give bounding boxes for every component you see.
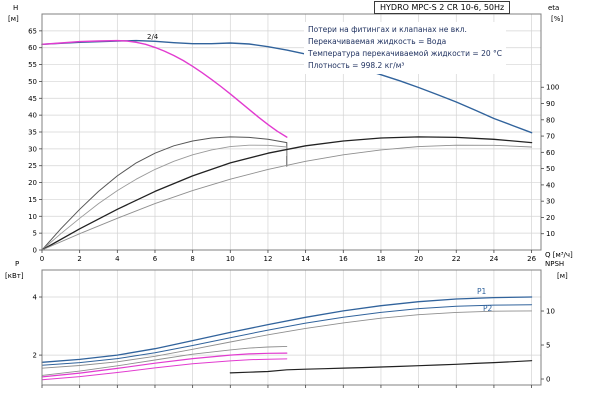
p1-curve-label: P1: [477, 287, 487, 296]
annotation-block: Потери на фитингах и клапанах не вкл. Пе…: [304, 22, 507, 74]
annotation-line: Плотность = 998.2 кг/м³: [308, 61, 405, 70]
y-tick-label-left: 10: [28, 213, 37, 221]
h-axis-label: H: [13, 4, 19, 12]
pump-mode-label: 2/4: [147, 33, 159, 41]
p-axis-unit: [кВт]: [5, 272, 24, 280]
y-tick-label-left: 60: [28, 44, 37, 52]
annotation-line: Температура перекачиваемой жидкости = 20…: [308, 49, 503, 58]
series-power-one-pump-gray: [41, 345, 288, 376]
y-tick-label-left: 2: [33, 352, 37, 360]
x-tick-label: 2: [77, 255, 81, 263]
x-tick-label: 4: [115, 255, 120, 263]
chart-panel-1: 2 4 0 5 10: [33, 269, 555, 388]
x-tick-label: 6: [153, 255, 158, 263]
y-tick-label-right: 30: [546, 198, 555, 206]
x-tick-label: 20: [414, 255, 423, 263]
y-tick-label-left: 15: [28, 196, 37, 204]
x-tick-label: 18: [376, 255, 385, 263]
x-tick-label: 16: [339, 255, 348, 263]
y-tick-label-left: 35: [28, 129, 37, 137]
y-tick-label-right: 10: [546, 230, 555, 238]
x-tick-label: 8: [190, 255, 194, 263]
y-tick-label-right: 80: [546, 116, 555, 124]
y-tick-label-right: 0: [546, 376, 550, 384]
h-axis-unit: [м]: [8, 15, 19, 23]
series-power-one-pump-magenta-a: [41, 352, 288, 378]
y-tick-label-left: 55: [28, 61, 37, 69]
series-power-p1: [41, 296, 533, 363]
q-axis-label: Q [м³/ч]: [545, 251, 573, 259]
annotation-line: Перекачиваемая жидкость = Вода: [308, 37, 447, 46]
annotation-line: Потери на фитингах и клапанах не вкл.: [308, 25, 467, 34]
x-tick-label: 10: [226, 255, 235, 263]
y-tick-label-right: 90: [546, 100, 555, 108]
series-power-two-pumps-gray: [41, 310, 533, 369]
plot-border: [41, 269, 542, 386]
y-tick-label-right: 70: [546, 133, 555, 141]
y-tick-label-left: 45: [28, 95, 37, 103]
y-tick-label-left: 20: [28, 179, 37, 187]
p-axis-label: P: [15, 260, 20, 268]
x-tick-label: 24: [489, 255, 498, 263]
y-tick-label-left: 65: [28, 27, 37, 35]
series-eta-one-pump-b: [41, 144, 288, 251]
series-power-p2: [41, 304, 533, 366]
series-head-one-pump: [41, 39, 288, 138]
y-tick-label-left: 25: [28, 162, 37, 170]
x-tick-label: 0: [40, 255, 44, 263]
y-tick-label-left: 4: [33, 294, 38, 302]
eta-axis-unit: [%]: [551, 15, 564, 23]
npsh-axis-label: NPSH: [545, 260, 565, 268]
x-tick-label: 14: [301, 255, 310, 263]
y-tick-label-right: 40: [546, 181, 555, 189]
x-tick-label: 26: [527, 255, 536, 263]
y-tick-label-right: 100: [546, 84, 559, 92]
y-tick-label-left: 5: [33, 230, 37, 238]
y-tick-label-left: 50: [28, 78, 37, 86]
y-tick-label-right: 5: [546, 342, 550, 350]
x-tick-label: 12: [264, 255, 273, 263]
series-power-one-pump-magenta-b: [41, 358, 288, 381]
y-tick-label-left: 0: [33, 247, 37, 255]
y-tick-label-right: 20: [546, 214, 555, 222]
series-eta-two-pumps-a: [41, 136, 533, 251]
series-eta-two-pumps-b: [41, 144, 533, 251]
chart-title: HYDRO MPC-S 2 CR 10-6, 50Hz: [374, 1, 511, 14]
y-tick-label-left: 30: [28, 145, 37, 153]
y-tick-label-right: 60: [546, 149, 555, 157]
y-tick-label-right: 50: [546, 165, 555, 173]
p2-curve-label: P2: [483, 304, 493, 313]
eta-axis-label: eta: [548, 4, 560, 12]
npsh-axis-unit: [м]: [557, 272, 568, 280]
series-eta-one-pump-a: [41, 136, 288, 251]
x-tick-label: 22: [452, 255, 461, 263]
y-tick-label-left: 40: [28, 112, 37, 120]
series-npsh: [229, 360, 533, 374]
y-tick-label-right: 10: [546, 308, 555, 316]
